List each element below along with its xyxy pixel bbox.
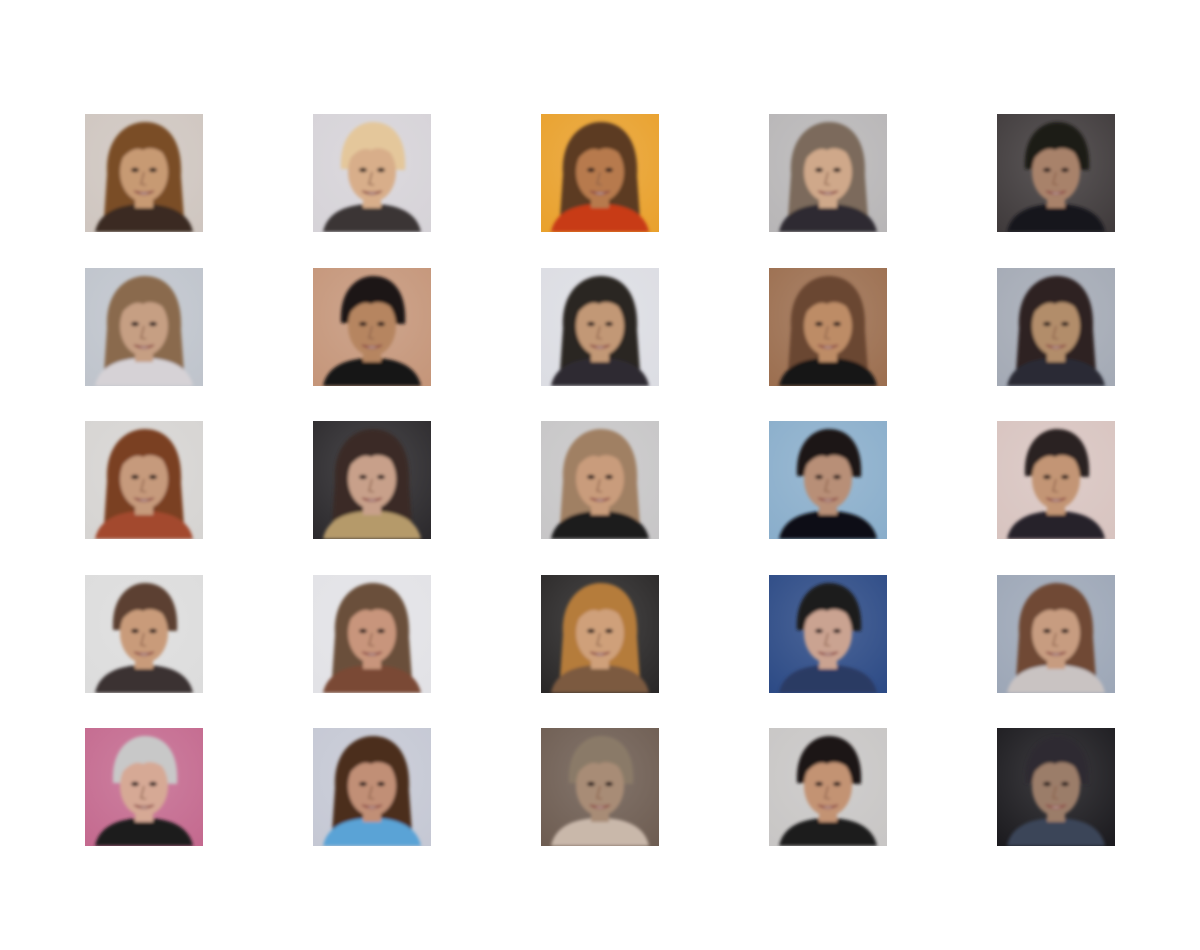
face-image bbox=[997, 267, 1115, 386]
face-sample-25 bbox=[997, 728, 1115, 846]
face-image bbox=[313, 267, 431, 386]
sample-grid bbox=[85, 114, 1115, 846]
face-image bbox=[313, 574, 431, 693]
face-image bbox=[541, 267, 659, 386]
face-image bbox=[769, 728, 887, 846]
face-image bbox=[85, 114, 203, 232]
face-sample-3 bbox=[541, 114, 659, 232]
face-sample-8 bbox=[541, 267, 659, 386]
face-image bbox=[85, 728, 203, 846]
face-image bbox=[85, 421, 203, 539]
face-image bbox=[769, 114, 887, 232]
face-sample-12 bbox=[313, 421, 431, 539]
face-image bbox=[541, 574, 659, 693]
face-sample-22 bbox=[313, 728, 431, 846]
face-sample-14 bbox=[769, 421, 887, 539]
face-sample-9 bbox=[769, 267, 887, 386]
face-sample-6 bbox=[85, 267, 203, 386]
face-sample-20 bbox=[997, 574, 1115, 693]
face-sample-17 bbox=[313, 574, 431, 693]
face-sample-23 bbox=[541, 728, 659, 846]
face-image bbox=[769, 421, 887, 539]
face-image bbox=[313, 728, 431, 846]
face-image bbox=[997, 114, 1115, 232]
face-sample-21 bbox=[85, 728, 203, 846]
face-sample-10 bbox=[997, 267, 1115, 386]
face-image bbox=[85, 574, 203, 693]
face-image bbox=[313, 114, 431, 232]
face-image bbox=[997, 574, 1115, 693]
face-image bbox=[541, 114, 659, 232]
face-sample-2 bbox=[313, 114, 431, 232]
face-image bbox=[769, 267, 887, 386]
face-image bbox=[541, 728, 659, 846]
face-image bbox=[769, 574, 887, 693]
face-image bbox=[541, 421, 659, 539]
face-sample-7 bbox=[313, 267, 431, 386]
face-sample-15 bbox=[997, 421, 1115, 539]
face-image bbox=[997, 728, 1115, 846]
face-sample-4 bbox=[769, 114, 887, 232]
face-sample-16 bbox=[85, 574, 203, 693]
face-image bbox=[85, 267, 203, 386]
face-sample-24 bbox=[769, 728, 887, 846]
face-sample-5 bbox=[997, 114, 1115, 232]
face-sample-19 bbox=[769, 574, 887, 693]
face-sample-1 bbox=[85, 114, 203, 232]
face-image bbox=[997, 421, 1115, 539]
face-sample-18 bbox=[541, 574, 659, 693]
face-image bbox=[313, 421, 431, 539]
face-sample-11 bbox=[85, 421, 203, 539]
face-sample-13 bbox=[541, 421, 659, 539]
